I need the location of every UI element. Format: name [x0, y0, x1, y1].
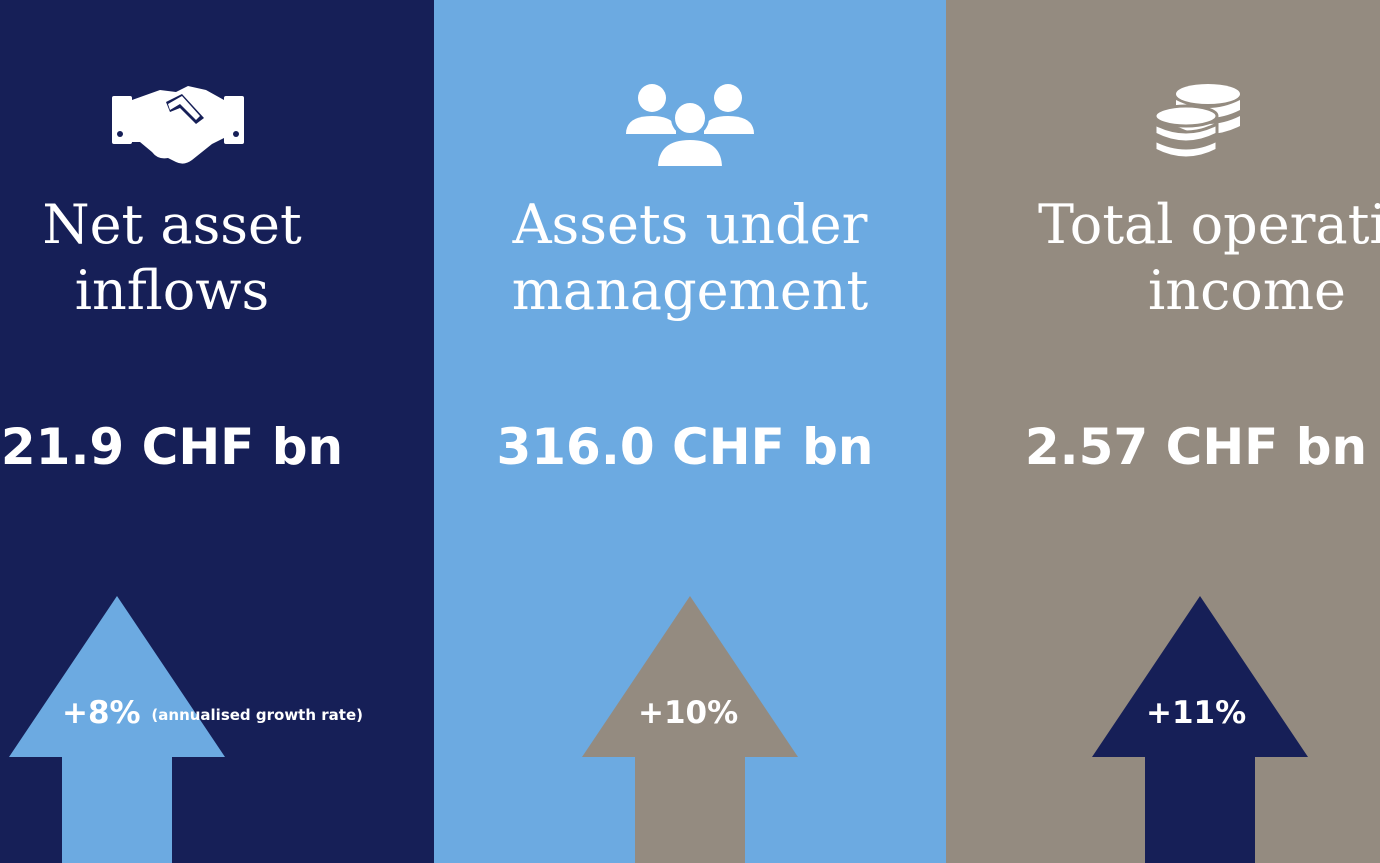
growth-rate: +8% (annualised growth rate) [62, 693, 363, 735]
growth-arrow-up-icon [1092, 596, 1308, 863]
growth-rate: +10% [638, 693, 738, 733]
people-group-icon [620, 82, 760, 168]
metric-value: 316.0 CHF bn [496, 418, 874, 476]
title-line-2: management [511, 259, 869, 322]
title-line-1: Assets under [512, 193, 868, 256]
title-line-1: Total operating [1037, 193, 1380, 256]
handshake-icon [108, 82, 248, 168]
growth-note: (annualised growth rate) [151, 706, 363, 724]
title-line-1: Net asset [42, 193, 302, 256]
coin-stack-icon [1154, 82, 1246, 168]
title-line-2: inflows [74, 259, 270, 322]
net-asset-inflows-panel: Net asset inflows 21.9 CHF bn +8% (annua… [0, 0, 434, 863]
panel-title: Net asset inflows [0, 192, 344, 324]
assets-under-management-panel: Assets under management 316.0 CHF bn +10… [434, 0, 946, 863]
total-operating-income-panel: Total operating income 2.57 CHF bn +11% [946, 0, 1380, 863]
panel-title: Total operating income [1000, 192, 1380, 324]
growth-arrow-up-icon [9, 596, 225, 863]
growth-rate: +11% [1146, 693, 1246, 733]
title-line-2: income [1148, 259, 1346, 322]
growth-value: +10% [638, 695, 739, 731]
growth-value: +8% [62, 695, 141, 731]
growth-arrow-up-icon [582, 596, 798, 863]
metric-value: 21.9 CHF bn [0, 418, 344, 476]
metric-value: 2.57 CHF bn [1024, 418, 1368, 476]
growth-value: +11% [1146, 695, 1247, 731]
panel-title: Assets under management [434, 192, 946, 324]
